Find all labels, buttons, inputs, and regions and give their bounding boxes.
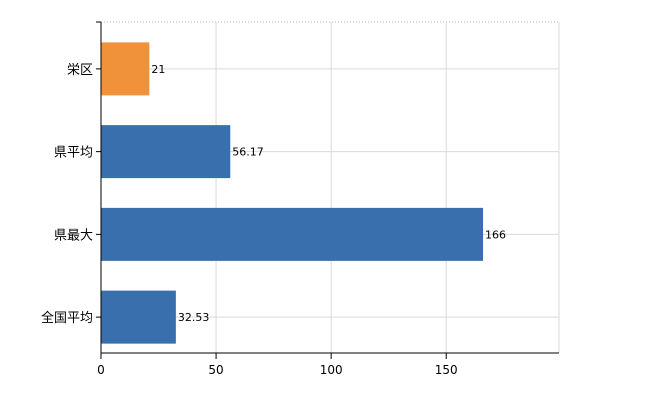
data-label-3: 32.53 <box>178 311 210 324</box>
bar-3 <box>101 290 176 344</box>
category-label-1: 県平均 <box>54 146 93 161</box>
x-tick-label: 50 <box>208 363 223 377</box>
data-label-0: 21 <box>151 63 165 76</box>
bar-1 <box>101 125 231 179</box>
bar-2 <box>101 207 484 261</box>
category-label-0: 栄区 <box>67 63 93 78</box>
x-tick-label: 100 <box>320 363 343 377</box>
data-label-1: 56.17 <box>232 146 264 159</box>
data-label-2: 166 <box>485 228 506 241</box>
x-tick-label: 0 <box>97 363 105 377</box>
bar-0 <box>101 42 150 96</box>
category-label-3: 全国平均 <box>41 310 93 326</box>
category-label-2: 県最大 <box>54 228 93 243</box>
x-tick-label: 150 <box>435 363 458 377</box>
